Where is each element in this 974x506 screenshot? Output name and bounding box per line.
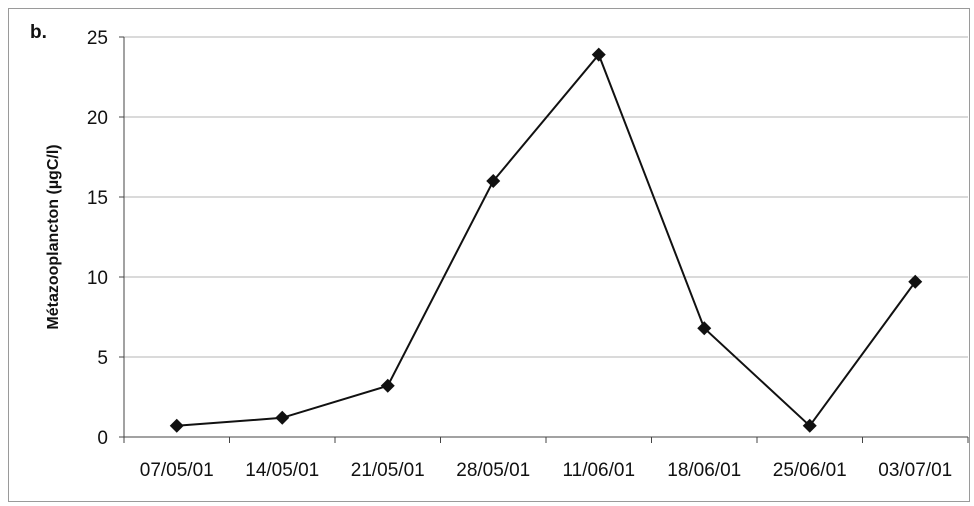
data-point-marker [380, 378, 395, 393]
x-tick-label: 21/05/01 [351, 460, 425, 481]
data-point-marker [908, 274, 923, 289]
y-tick-label: 15 [87, 188, 108, 209]
y-tick-label: 25 [87, 28, 108, 49]
x-tick-label: 03/07/01 [878, 460, 952, 481]
panel-label: b. [30, 22, 47, 43]
data-point-marker [169, 418, 184, 433]
data-point-marker [486, 174, 501, 188]
y-tick-label: 20 [87, 108, 108, 129]
x-tick-label: 14/05/01 [245, 460, 319, 481]
x-tick-label: 18/06/01 [667, 460, 741, 481]
x-tick-labels: 07/05/01 14/05/01 21/05/01 28/05/01 11/06/01… [140, 460, 952, 481]
grid-lines [124, 36, 968, 358]
axes [119, 36, 969, 443]
data-point-marker [591, 47, 606, 62]
y-tick-label: 5 [97, 348, 108, 369]
series-line [176, 52, 917, 428]
y-tick-label: 10 [87, 268, 108, 289]
series [169, 47, 923, 433]
x-tick-label: 07/05/01 [140, 460, 214, 481]
x-tick-label: 25/06/01 [773, 460, 847, 481]
chart-frame [8, 8, 970, 502]
y-tick-label: 0 [97, 428, 108, 449]
y-tick-labels: 0 5 10 15 20 25 [87, 28, 108, 449]
y-axis-title: Métazooplancton (µgC/l) [45, 144, 62, 329]
data-point-marker [802, 418, 817, 433]
x-tick-label: 11/06/01 [562, 460, 635, 481]
data-point-marker [697, 321, 712, 336]
x-tick-label: 28/05/01 [456, 460, 530, 481]
data-point-marker [275, 410, 290, 425]
